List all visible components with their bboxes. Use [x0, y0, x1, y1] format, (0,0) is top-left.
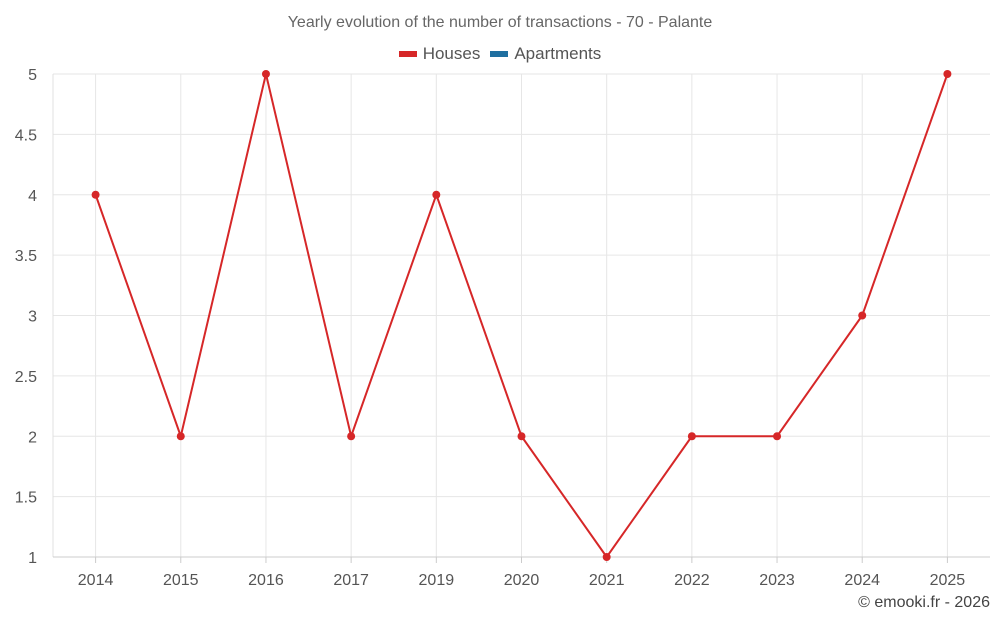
- x-tick-label: 2020: [504, 572, 540, 589]
- y-tick-label: 2.5: [15, 369, 37, 386]
- data-point[interactable]: [943, 70, 952, 78]
- y-tick-label: 3.5: [15, 248, 37, 265]
- data-point[interactable]: [261, 70, 270, 78]
- data-point[interactable]: [773, 432, 782, 441]
- y-tick-label: 3: [28, 309, 37, 326]
- x-tick-label: 2022: [674, 572, 710, 589]
- legend-label-houses: Houses: [422, 44, 481, 63]
- grid-lines: [53, 73, 990, 558]
- axes: 1 1.5 2 2.5 3 3.5 4 4.5 5 2014 2015 2016 2017 2019 202…: [15, 67, 990, 589]
- data-point[interactable]: [91, 190, 100, 199]
- data-point[interactable]: [347, 432, 356, 441]
- x-tick-label: 2019: [419, 572, 455, 589]
- x-tick-label: 2025: [930, 572, 966, 589]
- legend-item-apartments[interactable]: Apartments: [490, 44, 601, 64]
- data-point[interactable]: [432, 190, 441, 199]
- data-point[interactable]: [517, 432, 526, 441]
- data-point[interactable]: [602, 553, 611, 561]
- legend-swatch-apartments: [490, 51, 509, 57]
- series-houses: [91, 70, 952, 561]
- y-tick-label: 4: [28, 188, 37, 205]
- y-tick-label: 1: [28, 550, 37, 567]
- y-tick-label: 1.5: [15, 490, 37, 507]
- legend-item-houses[interactable]: Houses: [398, 44, 481, 64]
- chart-legend: Houses Apartments: [0, 44, 1000, 64]
- y-tick-label: 5: [28, 67, 37, 84]
- data-point[interactable]: [176, 432, 185, 441]
- x-tick-label: 2016: [248, 572, 284, 589]
- x-tick-label: 2021: [589, 572, 625, 589]
- data-point[interactable]: [687, 432, 696, 441]
- x-tick-label: 2015: [163, 572, 199, 589]
- legend-swatch-houses: [398, 51, 417, 57]
- data-point[interactable]: [858, 311, 867, 320]
- x-tick-label: 2017: [333, 572, 369, 589]
- chart-title: Yearly evolution of the number of transa…: [287, 14, 713, 31]
- x-tick-label: 2024: [844, 572, 880, 589]
- legend-label-apartments: Apartments: [514, 44, 602, 63]
- x-tick-label: 2014: [78, 572, 114, 589]
- credit-text: © emooki.fr - 2026: [858, 594, 990, 611]
- x-tick-label: 2023: [759, 572, 795, 589]
- y-tick-label: 2: [28, 429, 37, 446]
- y-tick-label: 4.5: [15, 127, 37, 144]
